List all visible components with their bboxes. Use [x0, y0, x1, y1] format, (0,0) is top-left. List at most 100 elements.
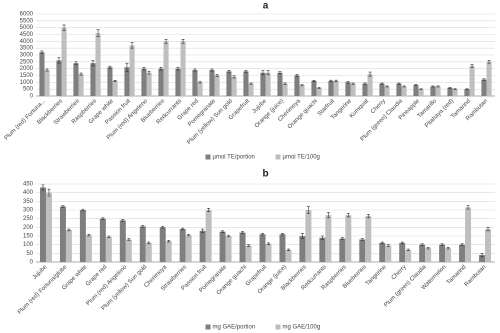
error-bar — [351, 82, 355, 85]
bar — [129, 45, 135, 96]
chart-title: a — [263, 1, 269, 12]
error-bar — [193, 68, 197, 72]
bar — [124, 67, 130, 96]
error-bar — [261, 70, 265, 76]
error-bar — [40, 50, 44, 54]
error-bar — [419, 88, 423, 90]
bar — [125, 239, 132, 262]
x-tick-label: Rambutan — [464, 264, 488, 288]
error-bar — [74, 61, 78, 65]
error-bar — [187, 233, 191, 237]
error-bar — [261, 233, 265, 236]
y-tick-label: 5500 — [20, 18, 34, 24]
error-bar — [161, 226, 165, 229]
error-bar — [201, 228, 205, 233]
error-bar — [67, 228, 71, 232]
bar — [90, 63, 96, 96]
bar — [185, 235, 192, 262]
error-bar — [440, 243, 444, 246]
error-bar — [176, 67, 180, 71]
bar — [459, 244, 466, 262]
error-bar — [448, 86, 452, 89]
y-tick-label: 200 — [23, 225, 34, 231]
bar — [277, 72, 283, 96]
error-bar — [266, 242, 270, 245]
error-bar — [121, 219, 125, 222]
y-tick-label: 5000 — [20, 25, 34, 31]
error-bar — [487, 60, 491, 64]
bar — [146, 72, 152, 96]
bar — [159, 227, 166, 262]
error-bar — [215, 74, 219, 77]
bar — [78, 74, 84, 96]
error-bar — [107, 235, 111, 239]
y-tick-label: 500 — [23, 87, 34, 93]
error-bar — [108, 65, 112, 69]
bar — [45, 192, 52, 262]
bar — [285, 249, 292, 262]
legend-label: mg GAE/100g — [283, 325, 321, 331]
y-tick-label: 50 — [26, 251, 33, 257]
bar — [231, 76, 237, 96]
error-bar — [368, 71, 372, 77]
bar — [85, 235, 92, 262]
bar — [339, 238, 346, 262]
error-bar — [207, 207, 211, 213]
error-bar — [247, 244, 251, 247]
bar — [105, 236, 112, 262]
error-bar — [87, 233, 91, 237]
error-bar — [47, 188, 51, 197]
chart-title: b — [262, 169, 268, 180]
y-tick-label: 6000 — [20, 12, 34, 18]
error-bar — [329, 79, 333, 83]
bar — [435, 86, 441, 96]
legend-label: mg GAE/portion — [213, 325, 256, 331]
y-tick-label: 1000 — [20, 80, 34, 86]
x-tick-label: Kumquat — [349, 98, 370, 119]
y-tick-label: 450 — [23, 182, 34, 188]
bar — [401, 86, 407, 96]
bar — [179, 229, 186, 262]
bar — [219, 231, 226, 262]
bar — [180, 41, 186, 96]
error-bar — [113, 79, 117, 82]
bar — [59, 206, 66, 262]
bar — [419, 244, 426, 262]
x-tick-label: Tangerine — [365, 264, 388, 287]
bar — [445, 248, 452, 262]
error-bar — [346, 81, 350, 84]
bar — [265, 72, 271, 96]
bar — [481, 79, 487, 96]
error-bar — [249, 82, 253, 85]
bar — [139, 226, 146, 262]
error-bar — [91, 60, 95, 67]
error-bar — [62, 24, 66, 31]
error-bar — [426, 246, 430, 250]
error-bar — [227, 234, 231, 238]
error-bar — [181, 227, 185, 231]
error-bar — [363, 82, 367, 85]
bar — [260, 72, 266, 96]
error-bar — [414, 84, 418, 86]
error-bar — [397, 82, 401, 85]
error-bar — [286, 248, 290, 252]
error-bar — [101, 217, 105, 220]
error-bar — [386, 244, 390, 247]
bar — [39, 52, 45, 96]
bar — [333, 80, 339, 96]
bar — [141, 68, 147, 96]
y-tick-label: 3000 — [20, 53, 34, 59]
bar — [316, 87, 322, 96]
bar — [485, 229, 492, 262]
bar — [192, 70, 198, 96]
y-tick-label: 150 — [23, 234, 34, 240]
bar — [39, 187, 46, 262]
bar — [379, 242, 386, 262]
legend-swatch — [205, 324, 211, 330]
error-bar — [210, 68, 214, 72]
bar — [384, 86, 390, 96]
bar — [259, 234, 266, 262]
bar — [209, 70, 215, 96]
error-bar — [266, 70, 270, 76]
